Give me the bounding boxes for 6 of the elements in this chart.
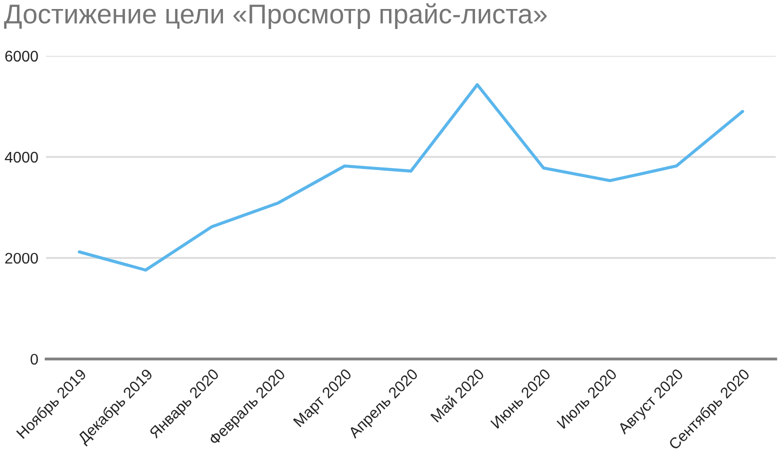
y-tick-label: 6000 — [5, 50, 38, 62]
y-tick-label: 2000 — [5, 252, 38, 264]
chart-title: Достижение цели «Просмотр прайс-листа» — [4, 3, 547, 29]
y-tick-label: 4000 — [4, 152, 38, 163]
y-tick-label: 0 — [30, 354, 38, 365]
line-series — [78, 83, 744, 272]
